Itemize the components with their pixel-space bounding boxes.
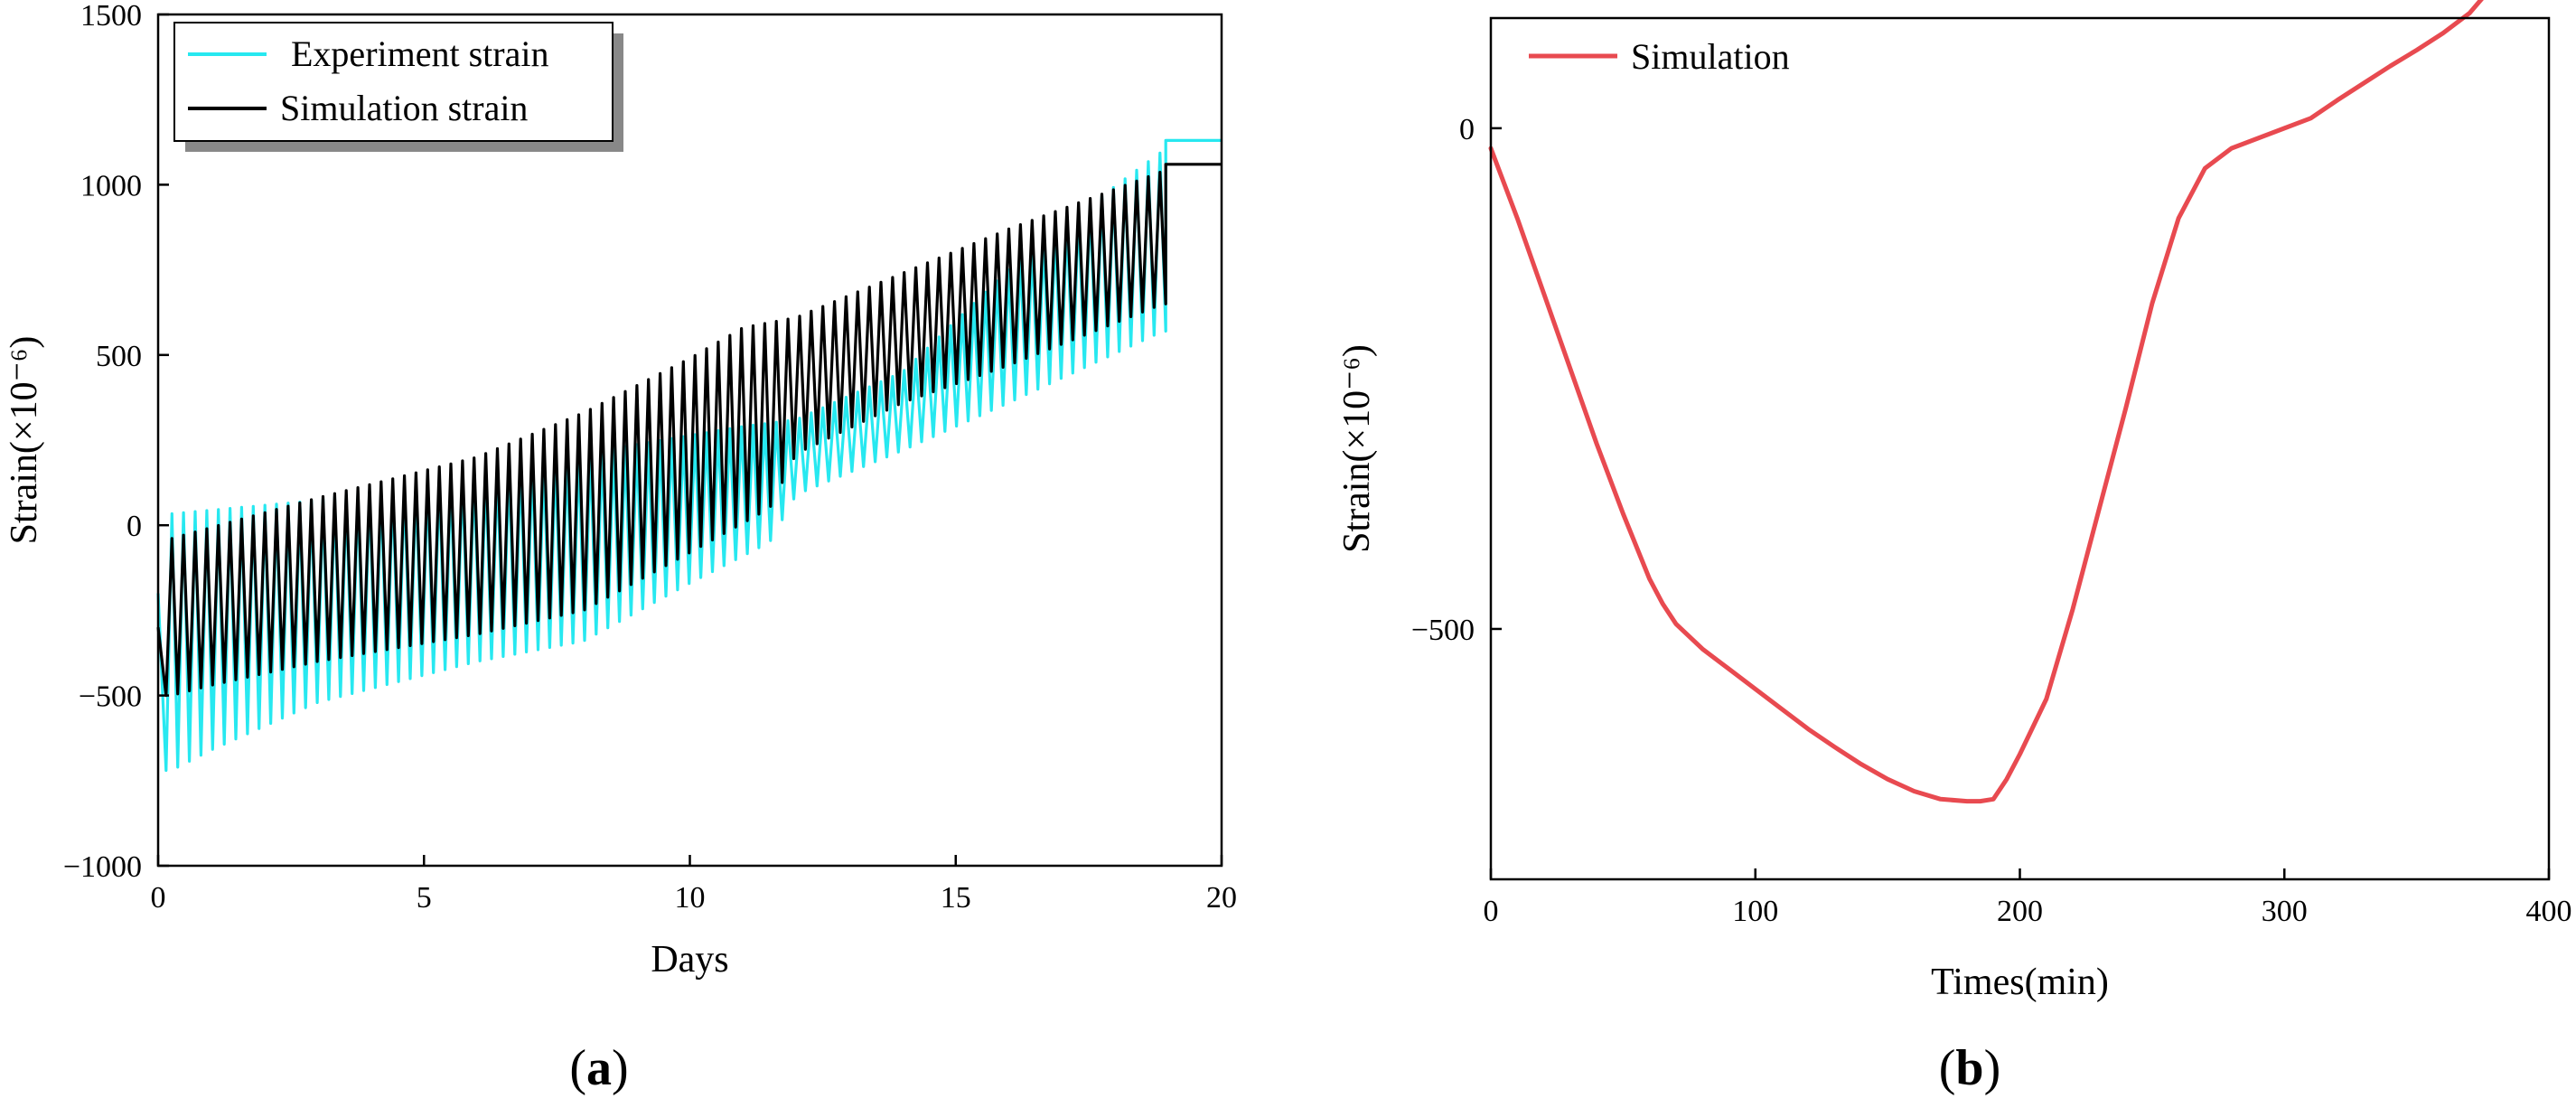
y-tick-label: 0 xyxy=(1459,113,1475,146)
y-tick-label: 500 xyxy=(96,340,142,373)
legend-label-simulation: Simulation xyxy=(1631,36,1790,77)
y-axis-title-unit: (×10⁻⁶) xyxy=(4,336,45,454)
chart-a: 0 5 10 15 20−1000−500050010001500DaysStrain(… xyxy=(4,0,1237,1096)
y-tick-label: −500 xyxy=(79,680,142,714)
y-axis-title-text: Strain xyxy=(4,454,45,544)
panel-label-open-paren: ( xyxy=(1939,1040,1956,1096)
x-tick-label: 20 xyxy=(1206,881,1237,915)
x-tick-label: 200 xyxy=(1997,895,2043,928)
legend-box xyxy=(173,22,614,142)
panel-label-b: (b) xyxy=(1939,1040,2000,1096)
x-tick-label: 300 xyxy=(2262,895,2308,928)
experiment-strain-line xyxy=(156,138,1222,773)
x-tick-label: 0 xyxy=(151,881,166,915)
simulation-strain-line xyxy=(156,163,1222,698)
panel-label-a: (a) xyxy=(569,1040,628,1096)
x-tick-label: 400 xyxy=(2526,895,2572,928)
panel-label-letter: a xyxy=(586,1040,612,1096)
simulation-line xyxy=(1488,0,2484,804)
y-tick-label: −1000 xyxy=(63,850,142,884)
x-axis-title: Times(min) xyxy=(1931,962,2109,1003)
panel-label-close-paren: ) xyxy=(1984,1040,2001,1096)
y-axis-title: Strain(×10⁻⁶) xyxy=(1336,344,1378,553)
y-axis-title-text: Strain xyxy=(1336,463,1378,553)
x-tick-label: 0 xyxy=(1484,895,1499,928)
x-tick-label: 100 xyxy=(1732,895,1778,928)
y-axis-title-unit: (×10⁻⁶) xyxy=(1336,344,1378,462)
x-tick-label: 5 xyxy=(417,881,432,915)
y-tick-label: −500 xyxy=(1411,614,1475,647)
chart-b: 0 100 200 300 400 −500 0 Times(min) Strain(×10⁻⁶… xyxy=(1336,0,2572,1096)
legend-label-experiment: Experiment strain xyxy=(291,33,548,74)
chart-b-marks: 0 100 200 300 400 −500 0 Times(min) Strain(×10⁻⁶… xyxy=(1336,0,2572,1096)
y-tick-label: 1000 xyxy=(80,169,142,202)
legend-label-simulation: Simulation strain xyxy=(280,88,528,128)
chart-a-marks: 0 5 10 15 20−1000−500050010001500DaysStrain(… xyxy=(4,0,1237,1096)
y-tick-label: 1500 xyxy=(80,0,142,33)
panel-label-open-paren: ( xyxy=(569,1040,586,1096)
x-axis-title: Days xyxy=(651,939,728,981)
x-tick-label: 10 xyxy=(675,881,706,915)
y-tick-label: 0 xyxy=(126,510,142,543)
x-tick-label: 15 xyxy=(941,881,971,915)
panel-label-close-paren: ) xyxy=(612,1040,629,1096)
y-axis-title: Strain(×10⁻⁶) xyxy=(4,336,45,545)
panel-label-letter: b xyxy=(1955,1040,1983,1096)
